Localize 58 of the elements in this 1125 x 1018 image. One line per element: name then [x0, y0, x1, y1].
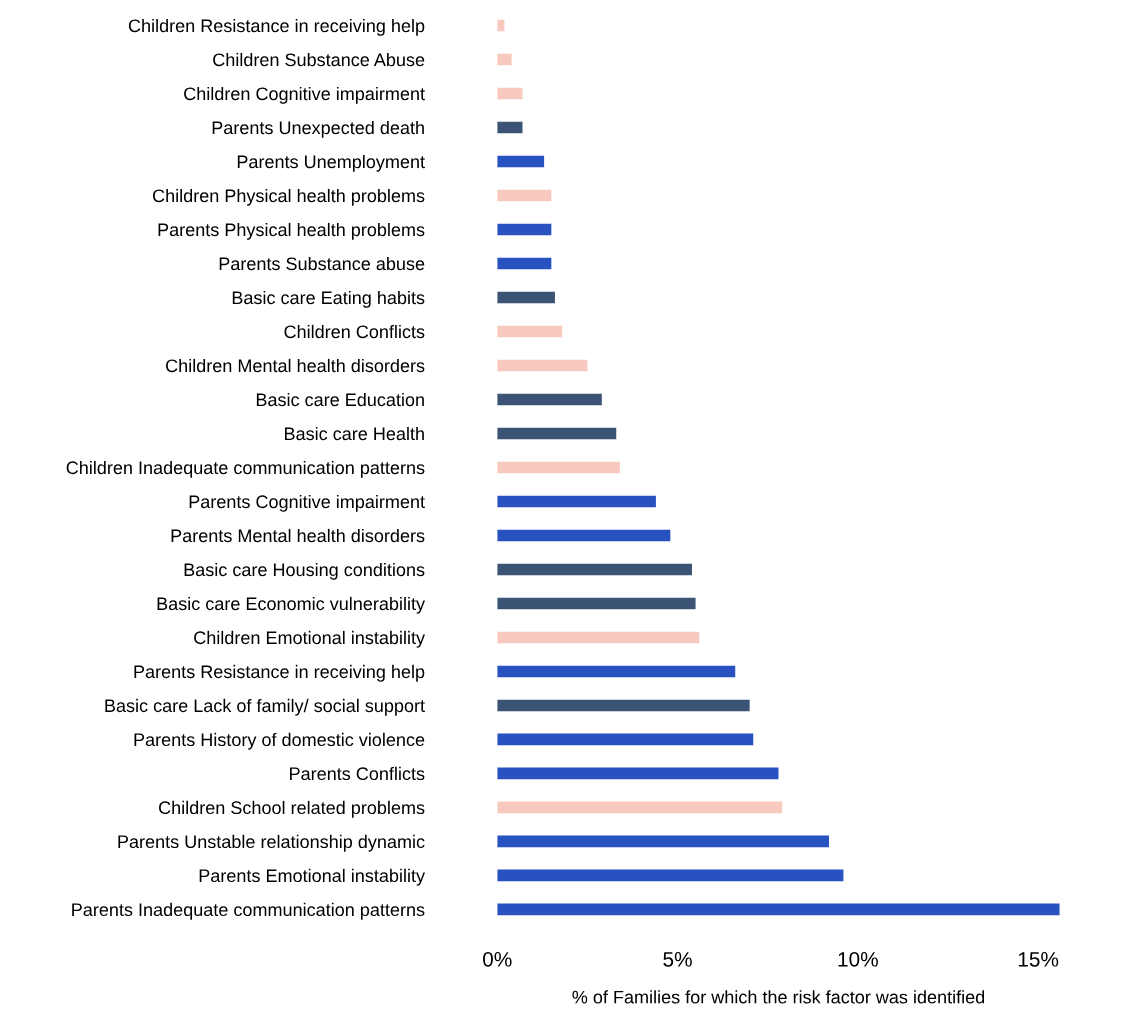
y-tick-label: Parents Resistance in receiving help [134, 664, 425, 682]
bar [497, 563, 692, 576]
y-tick-label: Parents Physical health problems [158, 222, 425, 240]
y-tick-label: Basic care Lack of family/ social support [105, 698, 425, 716]
bar [497, 631, 700, 644]
y-tick-label: Children Resistance in receiving help [128, 18, 425, 36]
bar [497, 529, 671, 542]
y-tick-label: Parents Conflicts [290, 766, 425, 781]
bar [497, 427, 617, 440]
bar [497, 767, 779, 780]
bar [497, 87, 523, 100]
bar [497, 155, 545, 168]
y-tick-label: Parents Unemployment [237, 154, 425, 172]
y-tick-label: Basic care Economic vulnerability [157, 596, 426, 614]
bar [497, 189, 552, 202]
y-tick-label: Parents History of domestic violence [134, 732, 425, 750]
x-tick-label: 5% [663, 952, 692, 967]
y-tick-label: Parents Cognitive impairment [189, 494, 425, 512]
y-tick-label: Children Mental health disorders [166, 358, 425, 373]
y-tick-label: Parents Substance abuse [219, 256, 425, 271]
y-tick-label: Children Substance Abuse [213, 52, 425, 67]
bar [497, 903, 1060, 916]
y-tick-label: Children Cognitive impairment [184, 86, 425, 104]
x-tick-label: 10% [838, 951, 878, 967]
bar [497, 53, 512, 66]
x-axis-title: % of Families for which the risk factor was identified [572, 990, 985, 1004]
bar [497, 223, 552, 236]
x-tick-label: 0% [483, 951, 512, 967]
bar [497, 869, 844, 882]
bar [497, 597, 696, 610]
y-tick-label: Parents Inadequate communication patterns [72, 902, 425, 920]
bar [497, 733, 754, 746]
bar [497, 393, 602, 406]
bar [497, 461, 620, 474]
bar [497, 835, 829, 848]
bar [497, 801, 783, 814]
y-tick-label: Basic care Education [256, 392, 424, 407]
y-tick-label: Children Physical health problems [152, 188, 425, 206]
y-tick-label: Parents Unexpected death [212, 120, 424, 138]
y-tick-label: Basic care Health [285, 426, 424, 441]
x-tick-label: 15% [1018, 952, 1059, 967]
y-tick-label: Parents Emotional instability [199, 868, 425, 886]
y-tick-label: Basic care Eating habits [232, 290, 425, 308]
y-tick-label: Children Emotional instability [194, 630, 425, 648]
bar [497, 699, 750, 712]
y-tick-label: Children Conflicts [284, 324, 425, 339]
bar [497, 121, 523, 134]
bar [497, 359, 588, 372]
bar [497, 325, 563, 338]
bar [497, 495, 656, 508]
bar [497, 665, 736, 678]
y-tick-label: Children Inadequate communication patterns [66, 460, 425, 478]
y-tick-label: Parents Unstable relationship dynamic [118, 834, 425, 852]
y-tick-label: Parents Mental health disorders [171, 528, 425, 543]
bar [497, 291, 555, 304]
y-tick-label: Basic care Housing conditions [184, 562, 425, 580]
y-tick-label: Children School related problems [159, 800, 425, 818]
bar [497, 257, 552, 270]
